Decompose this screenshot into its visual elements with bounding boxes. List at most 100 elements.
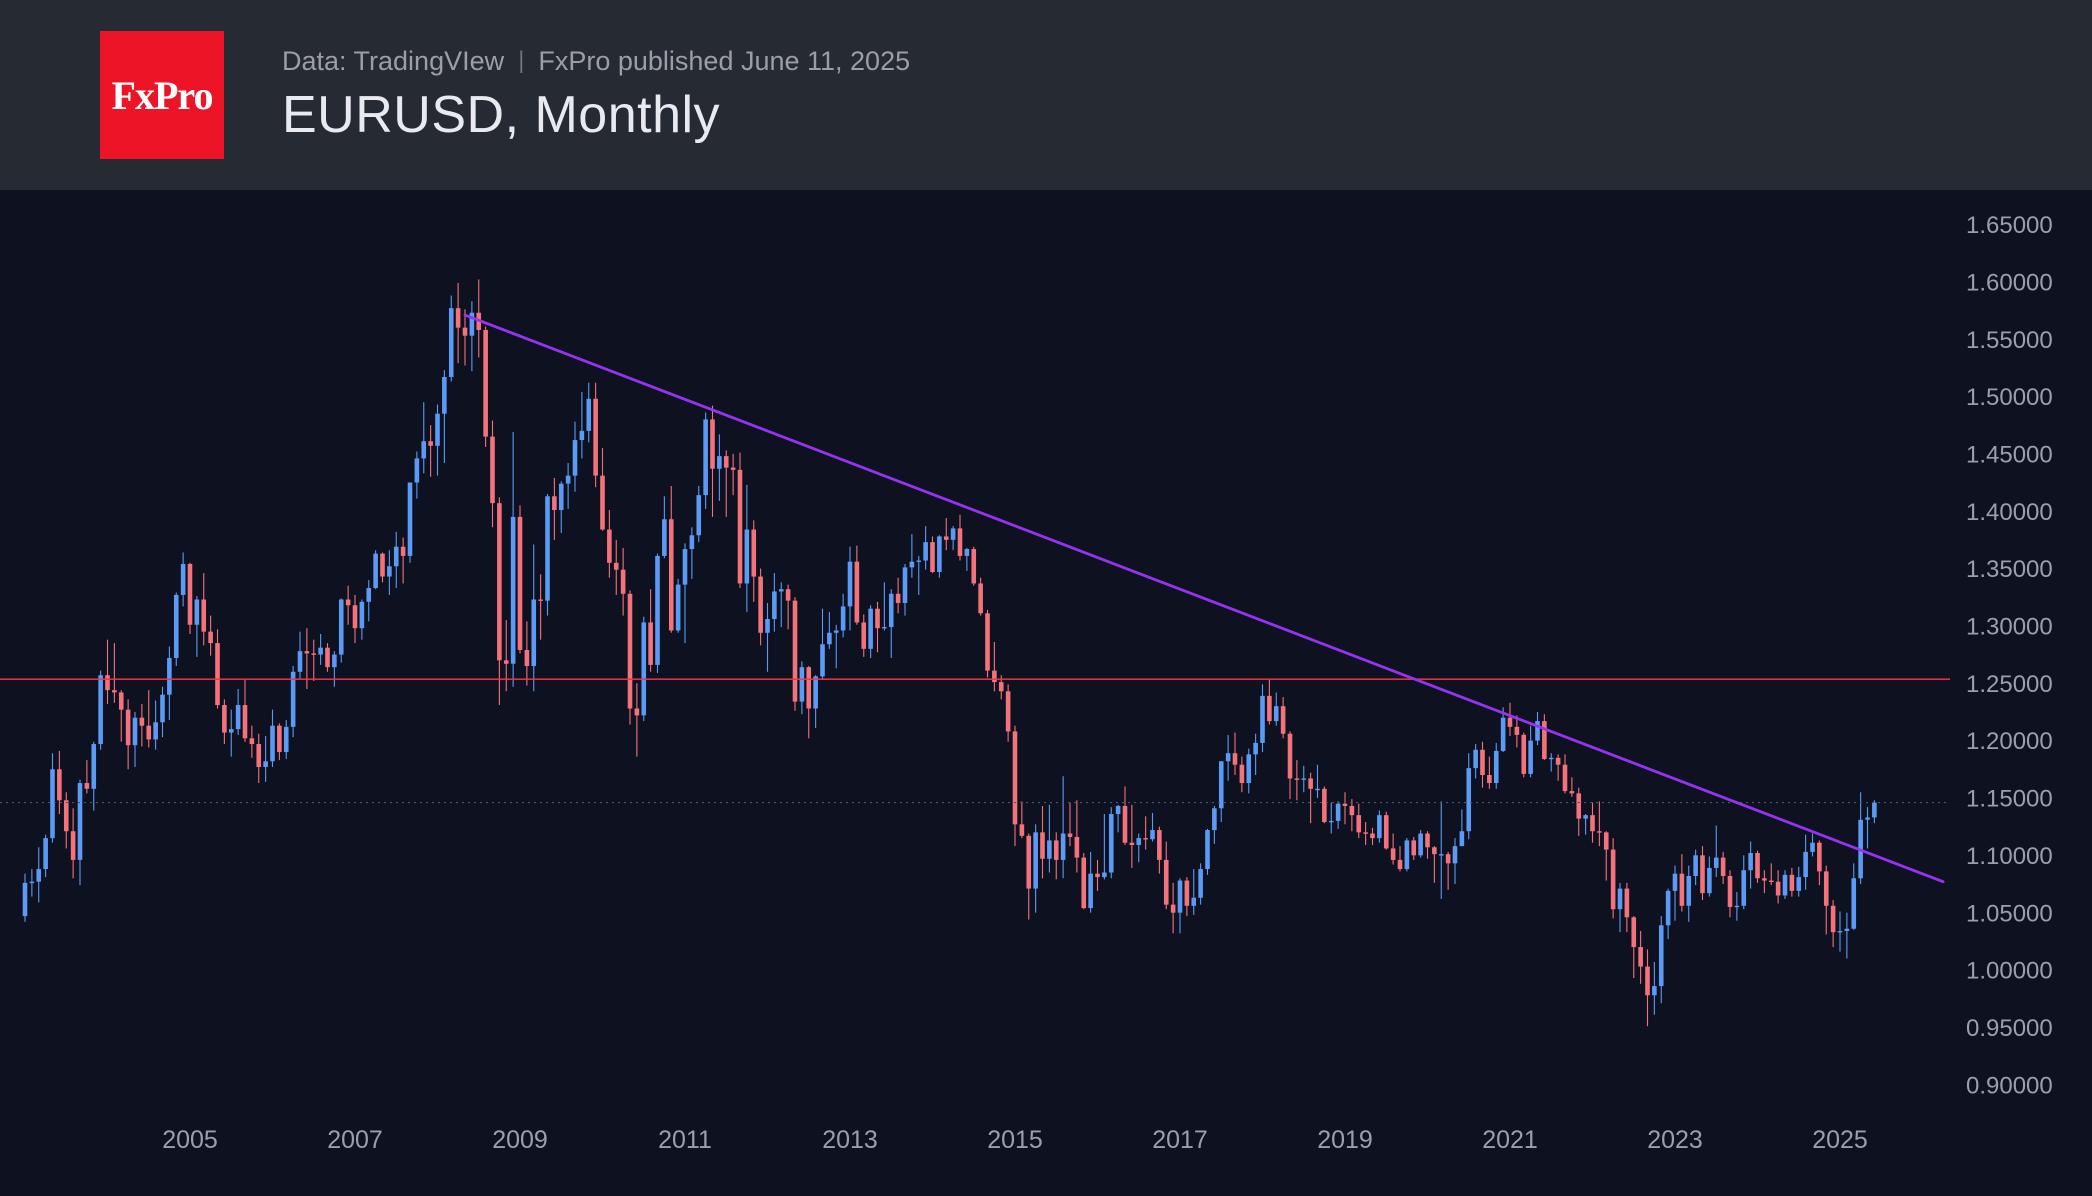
candle-body	[600, 475, 605, 530]
candle-body	[1088, 873, 1093, 909]
candle-body	[1445, 854, 1451, 864]
candle-body	[1459, 831, 1465, 847]
candle-body	[813, 676, 818, 709]
candle-body	[1225, 753, 1231, 762]
candle-body	[833, 630, 839, 633]
candle-body	[923, 542, 928, 561]
candle-body	[1686, 875, 1692, 906]
candle-body	[655, 555, 660, 665]
candle-body	[1095, 873, 1100, 878]
candle-body	[586, 398, 592, 431]
candle-body	[985, 613, 990, 671]
candle-body	[1762, 878, 1767, 881]
candle-body	[1617, 888, 1623, 910]
candle-body	[332, 654, 337, 668]
x-axis-label: 2013	[822, 1126, 878, 1154]
candle-body	[29, 881, 35, 884]
candle-body	[1012, 731, 1018, 825]
candle-body	[751, 529, 757, 577]
candle-body	[1191, 897, 1197, 906]
candle-body	[964, 549, 970, 556]
y-axis-label: 0.95000	[1966, 1015, 2053, 1042]
candle-body	[1652, 986, 1657, 996]
candle-body	[1727, 875, 1733, 907]
x-axis-label: 2019	[1317, 1126, 1373, 1154]
candle-body	[1631, 917, 1637, 948]
candle-body	[710, 419, 715, 469]
candle-body	[703, 419, 708, 496]
candle-body	[1466, 768, 1472, 832]
candle-body	[1528, 740, 1533, 774]
candle-body	[1308, 778, 1313, 789]
trendline	[463, 313, 1945, 884]
candle-body	[662, 519, 667, 556]
candle-body	[552, 496, 557, 511]
candle-body	[208, 631, 213, 644]
candle-body	[228, 729, 234, 733]
candle-body	[1796, 877, 1802, 891]
candle-body	[414, 458, 420, 483]
candle-body	[1163, 859, 1169, 905]
candle-body	[696, 495, 702, 536]
candle-body	[607, 529, 612, 563]
candle-body	[373, 553, 378, 589]
candle-body	[1748, 853, 1753, 871]
candle-body	[1603, 832, 1609, 850]
y-axis-label: 1.05000	[1966, 900, 2053, 927]
candle-body	[1548, 757, 1554, 760]
candle-body	[297, 651, 303, 672]
candle-body	[620, 569, 626, 594]
fxpro-logo-text: FxPro	[111, 72, 214, 118]
candle-body	[1817, 842, 1822, 872]
candle-body	[1418, 833, 1423, 856]
candle-body	[517, 516, 523, 650]
candle-body	[1239, 764, 1245, 784]
candle-body	[998, 682, 1004, 692]
candle-body	[263, 761, 268, 767]
candle-body	[1432, 847, 1437, 855]
candle-body	[785, 589, 791, 601]
x-axis-label: 2023	[1647, 1126, 1703, 1154]
candle-body	[57, 769, 62, 801]
x-axis-label: 2015	[987, 1126, 1043, 1154]
candle-body	[648, 622, 653, 665]
candle-body	[338, 599, 344, 655]
candle-body	[1273, 706, 1279, 722]
candle-body	[799, 667, 805, 702]
candle-body	[1157, 830, 1162, 860]
candle-body	[1624, 888, 1630, 918]
candle-body	[861, 622, 867, 649]
candle-body	[943, 536, 949, 540]
candle-body	[895, 593, 901, 603]
candle-body	[428, 441, 433, 446]
candle-body	[1328, 820, 1334, 823]
candle-body	[1789, 874, 1795, 891]
candle-body	[173, 594, 179, 659]
candle-body	[1583, 815, 1588, 819]
candle-body	[572, 440, 578, 476]
candle-body	[187, 563, 193, 625]
candle-body	[950, 528, 956, 540]
candle-body	[1301, 778, 1307, 780]
candle-body	[820, 644, 825, 677]
candle-body	[1830, 905, 1836, 933]
x-axis-label: 2025	[1812, 1126, 1868, 1154]
candle-body	[1555, 757, 1561, 765]
candle-body	[1590, 815, 1595, 832]
y-axis-label: 1.65000	[1966, 212, 2053, 239]
candle-body	[1115, 805, 1121, 815]
candle-body	[1356, 815, 1362, 833]
candle-body	[50, 769, 55, 839]
candle-body	[222, 705, 227, 733]
candle-body	[723, 456, 729, 468]
candle-body	[483, 329, 488, 437]
candle-body	[393, 546, 399, 567]
candle-body	[455, 308, 461, 328]
candle-body	[77, 783, 83, 860]
candle-body	[1342, 803, 1348, 806]
candle-body	[744, 529, 750, 584]
x-axis-label: 2017	[1152, 1126, 1208, 1154]
candle-body	[1026, 835, 1032, 889]
candle-body	[1872, 802, 1877, 818]
y-axis-label: 0.90000	[1966, 1072, 2053, 1099]
